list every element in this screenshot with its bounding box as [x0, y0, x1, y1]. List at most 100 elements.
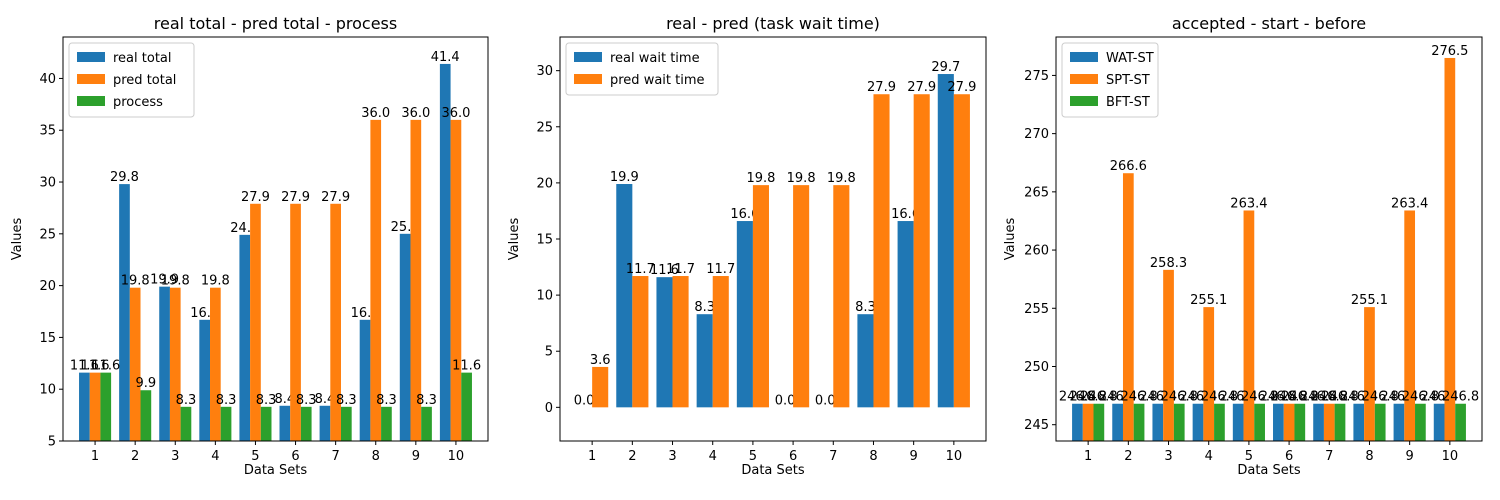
data-label: 246.8 [1161, 390, 1198, 405]
bar [833, 185, 850, 408]
data-label: 246.8 [1120, 390, 1157, 405]
bar [1323, 403, 1335, 441]
data-label: 8.3 [855, 300, 876, 315]
data-label: 266.6 [1110, 159, 1147, 174]
data-label: 246.8 [1270, 390, 1307, 405]
data-label: 3.6 [590, 353, 611, 368]
x-tick-label: 7 [332, 449, 340, 464]
data-label: 19.9 [150, 273, 179, 288]
data-label: 19.8 [161, 274, 190, 289]
x-tick-label: 6 [1285, 449, 1293, 464]
bar [319, 405, 331, 441]
data-label: 19.8 [787, 171, 816, 186]
data-label: 8.3 [176, 393, 197, 408]
chart-panel-3: 246.8 246.8 246.8 246.8 246.8 246.8 246.8 246.8… [1003, 14, 1483, 478]
data-label: 19.8 [827, 171, 856, 186]
bar [220, 406, 232, 441]
bar [1444, 57, 1456, 442]
bar [632, 276, 649, 408]
legend-box [565, 42, 719, 96]
bar [100, 372, 112, 441]
y-tick-label: 40 [39, 72, 56, 87]
x-tick-label: 10 [1442, 449, 1459, 464]
data-label: 246.8 [1362, 390, 1399, 405]
bar [381, 406, 392, 441]
data-label: 36.0 [361, 106, 390, 121]
bar [370, 119, 382, 442]
bar [1273, 403, 1284, 441]
bar [1214, 403, 1225, 441]
legend-swatch [574, 52, 602, 62]
x-tick-label: 2 [628, 449, 636, 464]
bar [1133, 403, 1145, 441]
x-axis-label: Data Sets [244, 463, 308, 478]
y-tick-label: 20 [536, 176, 553, 191]
data-label: 19.8 [201, 274, 230, 289]
chart-title: real total - pred total - process [154, 14, 397, 33]
data-label: 246.8 [1321, 390, 1358, 405]
bar [410, 119, 422, 442]
y-tick-label: 275 [1024, 69, 1049, 84]
data-label: 258.3 [1150, 256, 1187, 271]
chart-title: accepted - start - before [1172, 14, 1366, 33]
bar [340, 406, 352, 441]
x-tick-label: 9 [412, 449, 420, 464]
legend-label: WAT-ST [1106, 51, 1154, 66]
legend-swatch [1070, 74, 1098, 84]
bar [712, 276, 729, 408]
data-label: 9.9 [136, 376, 157, 391]
data-label: 246.8 [1070, 390, 1107, 405]
legend-swatch [1070, 52, 1098, 62]
bar [79, 372, 90, 441]
bar [696, 314, 713, 408]
bar [953, 94, 970, 408]
data-label: 16.6 [730, 207, 759, 222]
data-label: 27.9 [947, 80, 976, 95]
y-tick-label: 250 [1024, 360, 1049, 375]
x-tick-label: 2 [1124, 449, 1132, 464]
bar [592, 366, 609, 408]
data-label: 27.9 [867, 80, 896, 95]
x-tick-label: 4 [1205, 449, 1213, 464]
data-label: 246.8 [1241, 390, 1278, 405]
data-label: 246.8 [1402, 390, 1439, 405]
y-tick-label: 15 [536, 233, 553, 248]
x-tick-label: 1 [91, 449, 99, 464]
chart-title: real - pred (task wait time) [666, 14, 880, 33]
legend-swatch [77, 96, 105, 106]
data-label: 246.8 [1260, 390, 1297, 405]
data-label: 8.3 [256, 393, 277, 408]
bar [89, 372, 101, 441]
x-tick-label: 8 [1365, 449, 1373, 464]
y-tick-label: 270 [1024, 127, 1049, 142]
x-tick-label: 4 [211, 449, 219, 464]
data-label: 255.1 [1190, 293, 1227, 308]
bar [1112, 403, 1123, 441]
data-label: 8.4 [315, 392, 336, 407]
data-label: 11.6 [91, 359, 120, 374]
bar [169, 287, 181, 441]
y-axis-label: Values [1003, 218, 1018, 261]
bar [1364, 307, 1375, 441]
bar [1232, 403, 1244, 441]
data-label: 0.0 [815, 393, 836, 408]
legend-swatch [1070, 96, 1098, 106]
data-label: 19.8 [121, 274, 150, 289]
bar [1283, 403, 1295, 441]
data-label: 246.8 [1281, 390, 1318, 405]
data-label: 19.8 [746, 171, 775, 186]
legend-label: BFT-ST [1106, 95, 1150, 110]
x-axis-label: Data Sets [741, 463, 805, 478]
legend-label: pred total [113, 73, 176, 88]
legend: real total pred total process [68, 42, 195, 118]
bar [1192, 403, 1204, 441]
data-label: 263.4 [1230, 196, 1267, 211]
bar [290, 203, 301, 441]
bar [1404, 210, 1416, 441]
y-tick-label: 25 [536, 120, 553, 135]
bar [421, 406, 432, 441]
data-label: 27.9 [281, 190, 310, 205]
legend: WAT-ST SPT-ST BFT-ST [1061, 42, 1159, 118]
data-label: 246.8 [1442, 390, 1479, 405]
bar [199, 319, 211, 441]
